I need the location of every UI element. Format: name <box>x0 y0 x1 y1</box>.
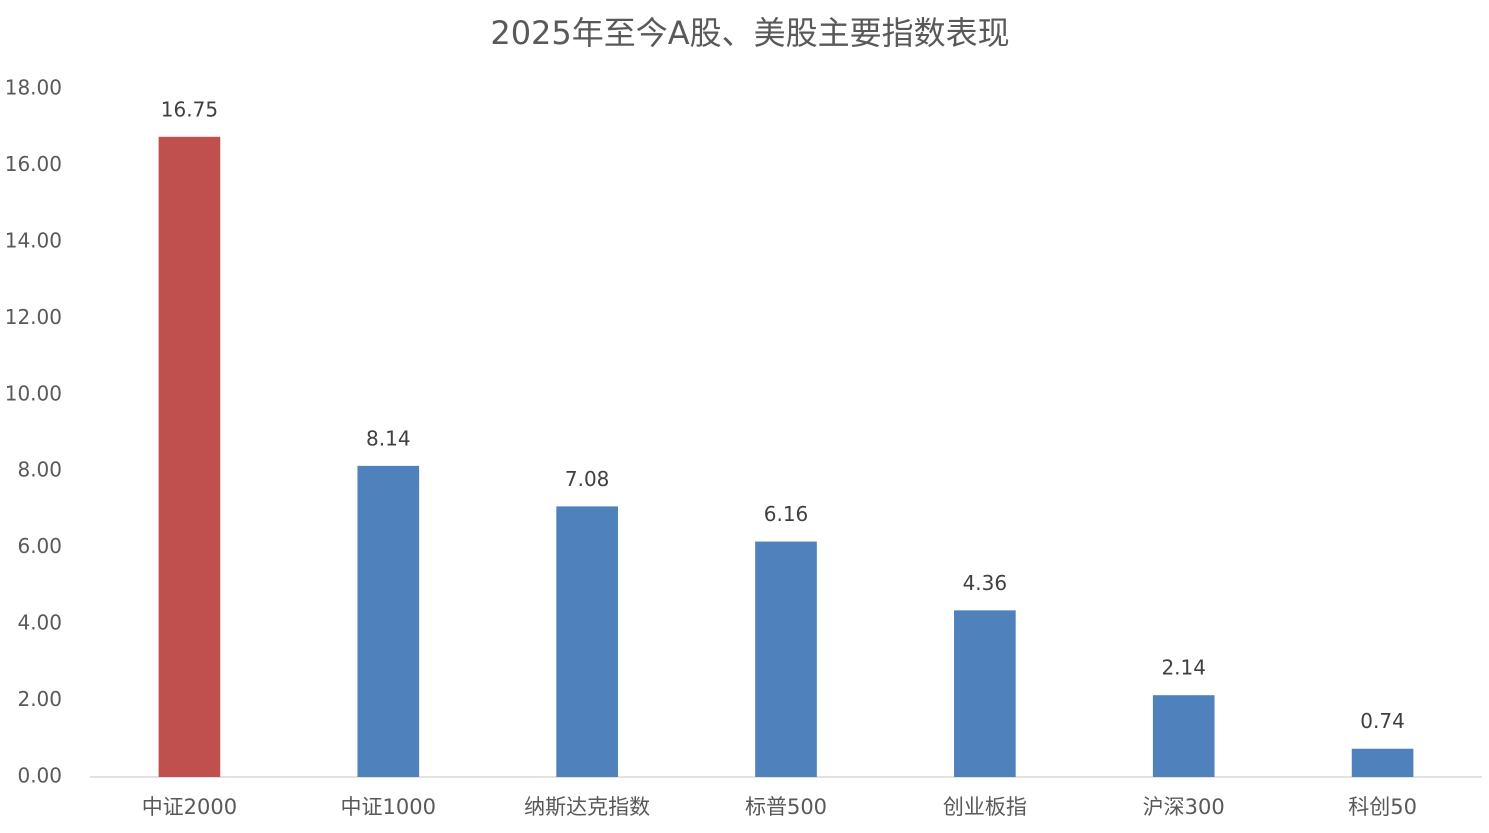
y-tick-label: 8.00 <box>17 458 62 482</box>
x-tick-label: 科创50 <box>1348 795 1417 819</box>
value-label: 6.16 <box>764 502 809 526</box>
bar <box>556 506 618 777</box>
x-tick-label: 中证1000 <box>341 795 436 819</box>
x-tick-label: 沪深300 <box>1143 795 1225 819</box>
y-tick-label: 0.00 <box>17 764 62 788</box>
value-label: 4.36 <box>963 571 1008 595</box>
bar <box>954 610 1016 777</box>
x-tick-label: 纳斯达克指数 <box>524 795 650 819</box>
x-tick-label: 创业板指 <box>943 795 1027 819</box>
chart-title: 2025年至今A股、美股主要指数表现 <box>490 14 1009 52</box>
y-tick-label: 4.00 <box>17 611 62 635</box>
bar <box>158 136 221 777</box>
x-tick-label: 标普500 <box>745 795 827 819</box>
y-tick-label: 6.00 <box>17 534 62 558</box>
bar <box>755 541 817 777</box>
y-tick-label: 10.00 <box>5 381 62 405</box>
value-label: 7.08 <box>565 467 610 491</box>
value-label: 0.74 <box>1360 709 1405 733</box>
y-tick-label: 12.00 <box>5 305 62 329</box>
y-tick-label: 14.00 <box>5 228 62 252</box>
bar <box>357 465 420 777</box>
bar <box>1351 748 1414 777</box>
x-tick-label: 中证2000 <box>142 795 237 819</box>
value-label: 16.75 <box>161 97 218 121</box>
y-tick-label: 18.00 <box>5 76 62 100</box>
bar <box>1152 695 1215 777</box>
value-label: 8.14 <box>366 426 411 450</box>
value-label: 2.14 <box>1161 656 1206 680</box>
y-tick-label: 2.00 <box>17 687 62 711</box>
y-tick-label: 16.00 <box>5 152 62 176</box>
